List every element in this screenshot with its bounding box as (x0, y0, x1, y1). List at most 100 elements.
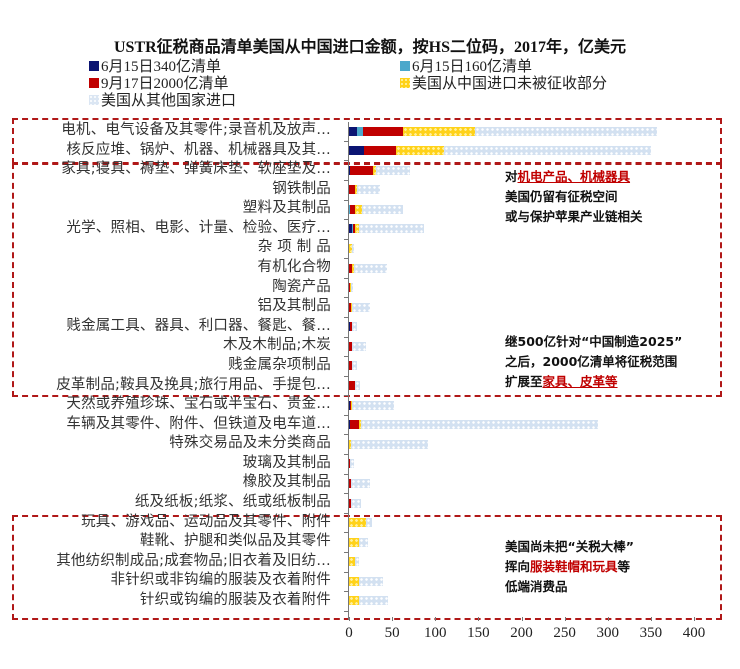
bar-row (349, 518, 373, 528)
bar-segment-grey (351, 361, 357, 371)
bar-segment-navy (349, 126, 357, 136)
bar-segment-red (349, 185, 356, 195)
category-label: 特殊交易品及未分类商品 (169, 435, 331, 452)
x-axis-tick (478, 617, 480, 621)
category-label: 橡胶及其制品 (242, 474, 331, 491)
bar-segment-yellow (349, 557, 356, 567)
bar-segment-grey (366, 518, 373, 528)
bar-segment-grey (349, 459, 355, 469)
annotation-text: 继500亿针对“中国制造2025” (505, 334, 683, 349)
category-label: 有机化合物 (257, 259, 331, 276)
bar-row (349, 224, 425, 234)
x-axis-tick (435, 617, 437, 621)
x-axis-tick (694, 617, 695, 621)
bar-segment-grey (355, 557, 360, 567)
x-axis-tick (349, 617, 350, 621)
y-axis-tick (344, 571, 348, 573)
bar-segment-grey (359, 537, 368, 547)
category-label: 玻璃及其制品 (242, 454, 331, 471)
bar-row (349, 302, 370, 312)
annotation-text: 美国仍留有征税空间 (505, 189, 618, 204)
y-axis-tick (344, 375, 348, 377)
bar-segment-yellow (349, 439, 351, 449)
legend-item-160: 6月15日160亿清单 (400, 55, 532, 76)
bar-segment-yellow (403, 126, 475, 136)
category-label: 家具;寝具、褥垫、弹簧床垫、软座垫及… (61, 161, 331, 178)
y-axis-tick (344, 512, 348, 514)
y-axis-tick (344, 140, 348, 142)
bar-segment-red (349, 478, 351, 488)
category-label: 鞋靴、护腿和类似品及其零件 (139, 533, 331, 550)
bar-row (349, 204, 404, 214)
bar-row (349, 557, 360, 567)
bar-segment-grey (354, 263, 387, 273)
legend-label: 美国从其他国家进口 (101, 93, 237, 109)
bar-segment-red (349, 341, 352, 351)
bar-row (349, 165, 411, 175)
category-label: 其他纺织制成品;成套物品;旧衣着及旧纺… (56, 552, 331, 569)
x-axis-tick-label: 250 (553, 625, 576, 641)
y-axis-tick (344, 219, 348, 221)
category-label: 天然或养殖珍珠、宝石或半宝石、贵金… (66, 396, 331, 413)
bar-segment-grey (361, 204, 404, 214)
bar-segment-red (353, 224, 356, 234)
bar-segment-yellow (373, 165, 376, 175)
bar-segment-grey (352, 400, 394, 410)
x-axis-tick-label: 300 (596, 625, 620, 641)
legend-swatch-red-icon (89, 77, 99, 88)
bar-segment-yellow (349, 283, 351, 293)
bar-segment-yellow (349, 576, 360, 586)
bar-segment-yellow (350, 400, 353, 410)
bar-segment-grey (350, 498, 362, 508)
category-label: 纸及纸板;纸浆、纸或纸板制品 (134, 494, 331, 511)
x-axis-tick-label: 400 (682, 625, 706, 641)
bar-row (349, 126, 657, 136)
legend-label: 6月15日160亿清单 (412, 59, 533, 75)
y-axis-tick (344, 238, 348, 240)
y-axis-tick (344, 179, 348, 181)
bar-segment-red (349, 361, 352, 371)
y-axis-tick (344, 160, 348, 162)
bar-segment-yellow (355, 185, 357, 195)
bar-segment-yellow (359, 420, 362, 430)
category-label: 贱金属杂项制品 (228, 356, 331, 373)
bar-segment-grey (355, 381, 361, 391)
y-axis-tick (344, 258, 348, 260)
legend-item-2000: 9月17日2000亿清单 (89, 72, 229, 93)
chart-title: USTR征税商品清单美国从中国进口金额，按HS二位码，2017年，亿美元 (113, 39, 627, 56)
bar-row (349, 537, 368, 547)
legend-swatch-navy-icon (89, 60, 99, 71)
y-axis-tick (344, 336, 348, 338)
x-axis-tick-label: 350 (639, 625, 663, 641)
annotation-text: 等 (617, 559, 631, 574)
bar-segment-red (349, 165, 374, 175)
bar-segment-grey (474, 126, 657, 136)
bar-segment-yellow (355, 224, 360, 234)
annotation-text: 之后，2000亿清单将征税范围 (505, 354, 678, 369)
bar-row (349, 498, 362, 508)
annotation-text: 或与保护苹果产业链相关 (505, 209, 643, 224)
bar-segment-navy (349, 224, 352, 234)
bar-row (349, 381, 361, 391)
bar-segment-yellow (349, 518, 367, 528)
bar-row (349, 341, 367, 351)
highlight-box-consumer-goods (12, 515, 722, 620)
bar-segment-grey (352, 302, 370, 312)
bar-row (349, 576, 384, 586)
category-label: 玩具、游戏品、运动品及其零件、附件 (81, 513, 331, 530)
bar-row (349, 185, 381, 195)
annotation-highlight: 机电产品、机械器具 (517, 169, 631, 184)
bar-row (349, 283, 354, 293)
bar-row (349, 596, 388, 606)
bar-segment-yellow (349, 537, 360, 547)
legend-label: 美国从中国进口未被征收部分 (412, 76, 608, 92)
bar-segment-grey (375, 165, 411, 175)
category-label: 钢铁制品 (272, 180, 331, 197)
y-axis-tick (344, 551, 348, 553)
category-label: 木及木制品;木炭 (223, 337, 331, 354)
y-axis-tick (344, 610, 348, 612)
x-axis-tick-label: 50 (384, 625, 400, 641)
annotation-machinery: 对机电产品、机械器具 美国仍留有征税空间 或与保护苹果产业链相关 (505, 167, 643, 227)
y-axis-tick (344, 591, 348, 593)
legend-swatch-cyan-icon (400, 60, 410, 71)
